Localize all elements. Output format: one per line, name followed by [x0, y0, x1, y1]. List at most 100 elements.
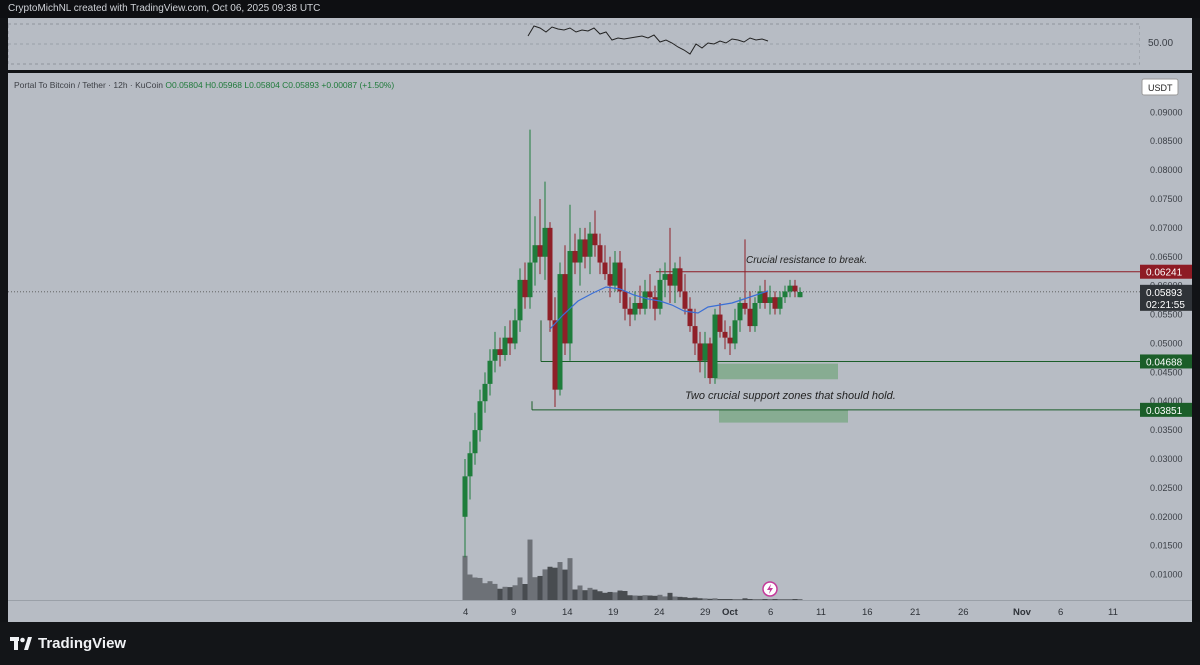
- volume-bar: [697, 598, 703, 600]
- volume-bar: [717, 599, 723, 600]
- main-chart-pane[interactable]: Crucial resistance to break. Two crucial…: [8, 73, 1140, 600]
- candle-body[interactable]: [577, 239, 583, 263]
- candle-body[interactable]: [772, 297, 778, 309]
- candle-body[interactable]: [512, 320, 518, 344]
- candle-body[interactable]: [592, 233, 598, 246]
- candle-body[interactable]: [782, 291, 788, 298]
- candle-body[interactable]: [697, 343, 703, 361]
- volume-bar: [592, 589, 598, 600]
- time-axis[interactable]: 4 9 14 19 24 29 Oct 6 11 16 21 26 Nov 6 11: [8, 600, 1140, 623]
- time-tick-label: 6: [1058, 607, 1063, 618]
- candle-body[interactable]: [627, 308, 633, 315]
- candle-body[interactable]: [777, 297, 783, 309]
- candle-body[interactable]: [462, 476, 468, 517]
- candle-body[interactable]: [507, 337, 513, 344]
- candle-body[interactable]: [797, 292, 803, 298]
- candle-body[interactable]: [532, 245, 538, 263]
- candle-body[interactable]: [517, 279, 523, 321]
- candle-body[interactable]: [762, 291, 768, 303]
- candle-body[interactable]: [467, 453, 473, 477]
- candle-body[interactable]: [542, 227, 548, 257]
- volume-bar: [557, 562, 563, 600]
- candle-body[interactable]: [632, 302, 638, 315]
- price-tick-label: 0.05500: [1150, 310, 1183, 320]
- volume-bar: [517, 577, 523, 600]
- volume-bar: [772, 599, 778, 600]
- candle-body[interactable]: [522, 279, 528, 298]
- candle-body[interactable]: [727, 337, 733, 344]
- candle-body[interactable]: [662, 274, 668, 280]
- candle-body[interactable]: [572, 250, 578, 263]
- volume-bar: [707, 598, 713, 600]
- candle-body[interactable]: [717, 314, 723, 332]
- candle-body[interactable]: [527, 262, 533, 298]
- candle-body[interactable]: [552, 320, 558, 390]
- candle-body[interactable]: [562, 274, 568, 344]
- candle-body[interactable]: [637, 302, 643, 309]
- candle-body[interactable]: [502, 337, 508, 355]
- candle-body[interactable]: [617, 262, 623, 292]
- candle-body[interactable]: [672, 268, 678, 286]
- candle-body[interactable]: [722, 331, 728, 338]
- candle-body[interactable]: [742, 302, 748, 309]
- candle-body[interactable]: [492, 349, 498, 361]
- volume-bar: [782, 599, 788, 600]
- candle-body[interactable]: [487, 360, 493, 384]
- volume-bar: [702, 598, 708, 600]
- candle-body[interactable]: [472, 430, 478, 454]
- candle-body[interactable]: [702, 343, 708, 361]
- candle-body[interactable]: [767, 297, 773, 303]
- candle-body[interactable]: [652, 297, 658, 309]
- currency-badge[interactable]: USDT: [1141, 78, 1179, 96]
- candle-body[interactable]: [497, 349, 503, 355]
- candle-body[interactable]: [557, 274, 563, 390]
- candle-body[interactable]: [547, 227, 553, 321]
- candle-body[interactable]: [587, 233, 593, 257]
- candle-body[interactable]: [537, 245, 543, 257]
- price-scale[interactable]: 0.09000 0.08500 0.08000 0.07500 0.07000 0.065…: [1140, 73, 1192, 600]
- candle-body[interactable]: [687, 308, 693, 327]
- candle-body[interactable]: [582, 239, 588, 257]
- candle-body[interactable]: [657, 279, 663, 309]
- candle-body[interactable]: [752, 302, 758, 327]
- rsi-scale: 50.00: [1140, 18, 1192, 70]
- change-value: +0.00087 (+1.50%): [321, 80, 395, 90]
- candle-body[interactable]: [622, 291, 628, 309]
- candle-body[interactable]: [597, 245, 603, 263]
- candle-body[interactable]: [732, 320, 738, 344]
- candle-body[interactable]: [567, 250, 573, 344]
- symbol-legend[interactable]: Portal To Bitcoin / Tether · 12h · KuCoi…: [14, 80, 394, 90]
- lightning-icon[interactable]: [762, 581, 778, 597]
- candle-body[interactable]: [757, 291, 763, 303]
- candle-body[interactable]: [677, 268, 683, 292]
- candle-body[interactable]: [707, 343, 713, 379]
- volume-bar: [572, 589, 578, 600]
- candle-body[interactable]: [607, 274, 613, 286]
- price-tick-label: 0.01000: [1150, 570, 1183, 580]
- candle-body[interactable]: [647, 291, 653, 298]
- high-value: H0.05968: [205, 80, 242, 90]
- candle-body[interactable]: [642, 291, 648, 309]
- candle-body[interactable]: [612, 262, 618, 286]
- candle-body[interactable]: [787, 285, 793, 292]
- rsi-pane[interactable]: [7, 18, 1141, 70]
- candle-body[interactable]: [737, 302, 743, 321]
- volume-bar: [487, 581, 493, 600]
- candle-body[interactable]: [667, 274, 673, 286]
- volume-bar: [742, 598, 748, 600]
- support2-price-tag: 0.03851: [1140, 402, 1192, 417]
- volume-bar: [777, 599, 783, 600]
- candle-body[interactable]: [712, 314, 718, 379]
- volume-bar: [512, 585, 518, 600]
- candle-body[interactable]: [477, 401, 483, 431]
- candle-body[interactable]: [602, 262, 608, 275]
- tradingview-logo[interactable]: TradingView: [10, 635, 126, 652]
- volume-bar: [597, 591, 603, 600]
- candle-body[interactable]: [747, 308, 753, 327]
- candle-body[interactable]: [682, 291, 688, 309]
- candle-body[interactable]: [692, 326, 698, 344]
- candle-body[interactable]: [792, 285, 798, 292]
- support1-price-tag: 0.04688: [1140, 354, 1192, 369]
- price-tick-label: 0.06500: [1150, 252, 1183, 262]
- candle-body[interactable]: [482, 383, 488, 402]
